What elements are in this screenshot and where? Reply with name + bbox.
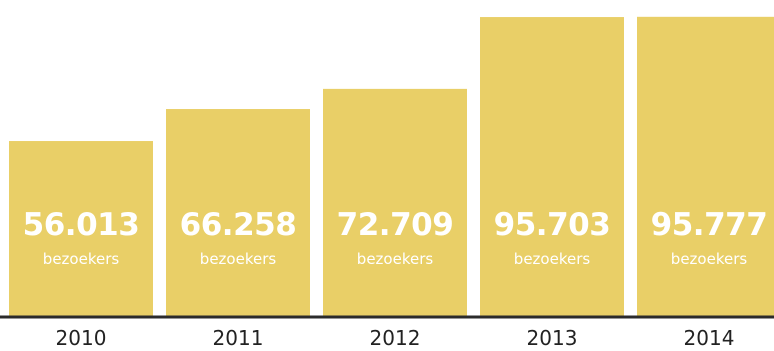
x-axis-ticks: 2010 2011 2012 2013 2014: [56, 326, 735, 350]
bar-2012: [323, 88, 467, 316]
bar-2011: [166, 109, 310, 316]
bar-unit-label: bezoekers: [514, 250, 591, 268]
bar-2010: [9, 141, 153, 316]
x-tick-label-2011: 2011: [213, 326, 264, 350]
bar-value-label: 56.013: [23, 207, 140, 243]
bar-value-label: 66.258: [180, 207, 297, 243]
bar-unit-label: bezoekers: [200, 250, 277, 268]
bar-unit-label: bezoekers: [43, 250, 120, 268]
bars-group: 56.013 bezoekers 66.258 bezoekers 72.709 bezo…: [9, 16, 774, 317]
x-tick-label-2010: 2010: [56, 326, 107, 350]
bar-unit-label: bezoekers: [671, 250, 748, 268]
bar-value-label: 95.703: [494, 207, 611, 243]
bar-value-label: 95.777: [651, 207, 768, 243]
bar-2013: [480, 17, 624, 317]
x-tick-label-2014: 2014: [684, 326, 735, 350]
bar-value-label: 72.709: [337, 207, 454, 243]
x-tick-label-2013: 2013: [527, 326, 578, 350]
bar-unit-label: bezoekers: [357, 250, 434, 268]
bar-2014: [637, 16, 774, 316]
x-tick-label-2012: 2012: [370, 326, 421, 350]
